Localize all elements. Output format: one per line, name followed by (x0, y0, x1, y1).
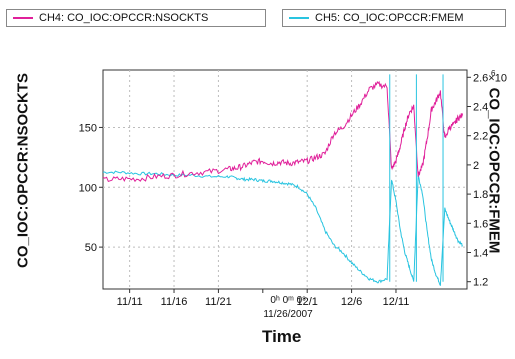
y-right-tick-label: 1.6 (473, 218, 488, 230)
y-left-tick-label: 50 (85, 242, 97, 254)
series-line-ch5 (102, 170, 464, 286)
legend-label-ch5: CH5: CO_IOC:OPCCR:FMEM (315, 12, 464, 24)
y-right-tick-label: 2.6×10 (473, 72, 507, 84)
y-axis-left-label: CO_IOC:OPCCR:NSOCKTS (14, 73, 32, 269)
x-tick-label: 11/16 (161, 296, 188, 308)
y-right-tick-label: 1.8 (473, 189, 488, 201)
x-tick-label: 12/6 (341, 296, 362, 308)
x-axis-t0-date: 11/26/2007 (263, 309, 313, 320)
series-line-ch4 (102, 80, 464, 183)
y-right-tick-label: 1.4 (473, 248, 488, 260)
legend-item-ch4: CH4: CO_IOC:OPCCR:NSOCKTS (6, 9, 266, 27)
x-tick-label: 12/11 (383, 296, 410, 308)
y-axis-right-label: CO_IOC:OPCCR:FMEM (485, 87, 503, 254)
legend-label-ch4: CH4: CO_IOC:OPCCR:NSOCKTS (39, 12, 209, 24)
y-left-tick-label: 100 (79, 182, 97, 194)
x-axis-t0-label: 0ʰ 0ᵐ 0ˢ (270, 295, 306, 306)
legend-swatch-ch5 (289, 17, 309, 19)
y-axis-right-exponent: 6 (491, 69, 496, 78)
y-left-tick-label: 150 (79, 122, 97, 134)
x-axis-label: Time (262, 327, 302, 346)
y-right-tick-label: 2.2 (473, 131, 488, 143)
plot-frame (102, 69, 468, 290)
y-right-tick-label: 1.2 (473, 277, 488, 289)
y-right-tick-label: 2.4 (473, 102, 488, 114)
x-tick-label: 11/11 (117, 296, 143, 308)
legend-swatch-ch4 (13, 17, 33, 19)
x-tick-label: 12/1 (296, 296, 317, 308)
legend-item-ch5: CH5: CO_IOC:OPCCR:FMEM (282, 9, 506, 27)
y-right-tick-label: 2 (473, 160, 479, 172)
x-tick-label: 11/21 (205, 296, 232, 308)
